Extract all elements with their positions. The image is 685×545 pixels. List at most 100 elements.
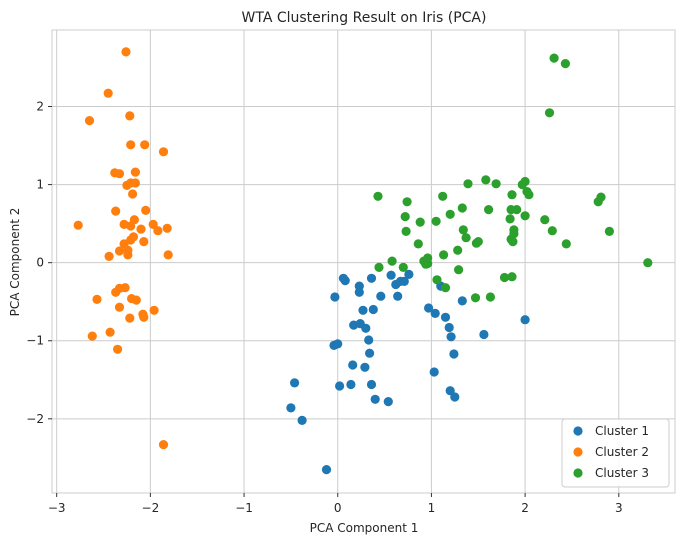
data-point <box>114 169 125 179</box>
data-point <box>128 189 138 199</box>
data-point <box>163 250 173 260</box>
data-point <box>440 312 451 322</box>
data-point <box>121 47 131 57</box>
data-point <box>512 205 522 215</box>
series-cluster-3 <box>373 53 653 303</box>
data-point <box>130 167 140 177</box>
data-point <box>479 329 489 340</box>
data-point <box>365 348 375 358</box>
legend-label: Cluster 1 <box>595 424 649 438</box>
data-point <box>463 179 473 189</box>
data-point <box>454 265 464 275</box>
data-point <box>446 332 456 342</box>
data-point <box>321 465 332 475</box>
data-point <box>453 245 463 255</box>
data-point <box>286 403 296 413</box>
chart-title: WTA Clustering Result on Iris (PCA) <box>242 10 487 26</box>
data-point <box>507 272 517 282</box>
data-point <box>461 233 471 243</box>
data-point <box>126 140 136 150</box>
data-point <box>131 295 141 305</box>
data-point <box>290 378 300 388</box>
data-point <box>148 219 158 229</box>
legend-label: Cluster 3 <box>595 466 649 480</box>
data-point <box>439 250 449 260</box>
legend: Cluster 1 Cluster 2 Cluster 3 <box>561 418 670 488</box>
data-point <box>540 215 550 225</box>
data-point <box>376 291 386 301</box>
data-point <box>368 304 378 315</box>
data-point <box>440 283 451 293</box>
data-point <box>333 339 343 349</box>
y-tick-label: 1 <box>36 178 44 192</box>
y-axis-label: PCA Component 2 <box>8 208 22 317</box>
legend-label: Cluster 2 <box>595 445 649 459</box>
data-point <box>386 270 396 280</box>
data-point <box>520 211 530 221</box>
data-point <box>330 292 340 302</box>
data-point <box>491 179 501 189</box>
data-point <box>153 226 163 236</box>
data-point <box>338 273 348 283</box>
series-cluster-2 <box>73 47 173 450</box>
x-tick-label: −3 <box>48 501 66 515</box>
data-point <box>136 224 146 234</box>
y-tick-label: −1 <box>26 334 44 348</box>
data-point <box>505 214 515 224</box>
data-point <box>421 259 431 269</box>
legend-box <box>561 418 670 488</box>
data-point <box>120 283 130 293</box>
data-point <box>158 440 169 450</box>
data-point <box>126 221 136 231</box>
grid-lines <box>52 30 675 493</box>
data-point <box>111 206 121 216</box>
data-point <box>429 367 439 377</box>
data-point <box>123 250 133 260</box>
data-point <box>103 88 113 98</box>
data-point <box>438 191 448 201</box>
data-point <box>125 111 135 121</box>
data-point <box>114 302 125 312</box>
data-point <box>84 116 95 126</box>
data-point <box>560 59 571 69</box>
data-point <box>544 108 555 118</box>
data-point <box>484 205 494 215</box>
x-tick-label: −1 <box>235 501 253 515</box>
legend-marker <box>573 426 583 436</box>
plot-area <box>51 29 676 494</box>
data-point <box>335 381 345 391</box>
data-point <box>547 226 557 236</box>
y-axis-ticks: −2 −1 0 1 2 <box>26 100 52 426</box>
data-point <box>399 276 409 286</box>
data-point <box>162 223 172 233</box>
data-point <box>604 226 615 236</box>
data-point <box>370 394 380 404</box>
data-point <box>373 191 383 201</box>
data-point <box>87 331 97 341</box>
data-point <box>424 303 434 313</box>
data-point <box>445 209 455 219</box>
data-point <box>114 246 125 256</box>
data-point <box>457 203 467 213</box>
data-point <box>130 178 140 188</box>
data-point <box>158 147 169 157</box>
data-point <box>393 291 403 301</box>
data-point <box>508 237 518 247</box>
data-point <box>361 323 371 333</box>
data-point <box>105 327 115 337</box>
data-point <box>366 273 377 283</box>
data-point <box>413 239 423 249</box>
data-point <box>348 360 358 370</box>
data-point <box>404 269 414 279</box>
x-tick-label: 0 <box>334 501 342 515</box>
data-point <box>415 217 425 227</box>
y-tick-label: −2 <box>26 412 44 426</box>
data-point <box>449 349 459 359</box>
data-point <box>125 313 135 323</box>
data-point <box>593 197 603 207</box>
data-point <box>643 258 653 268</box>
x-axis-ticks: −3 −2 −1 0 1 2 3 <box>48 493 623 515</box>
series-cluster-1 <box>286 269 530 475</box>
data-point <box>113 344 123 354</box>
